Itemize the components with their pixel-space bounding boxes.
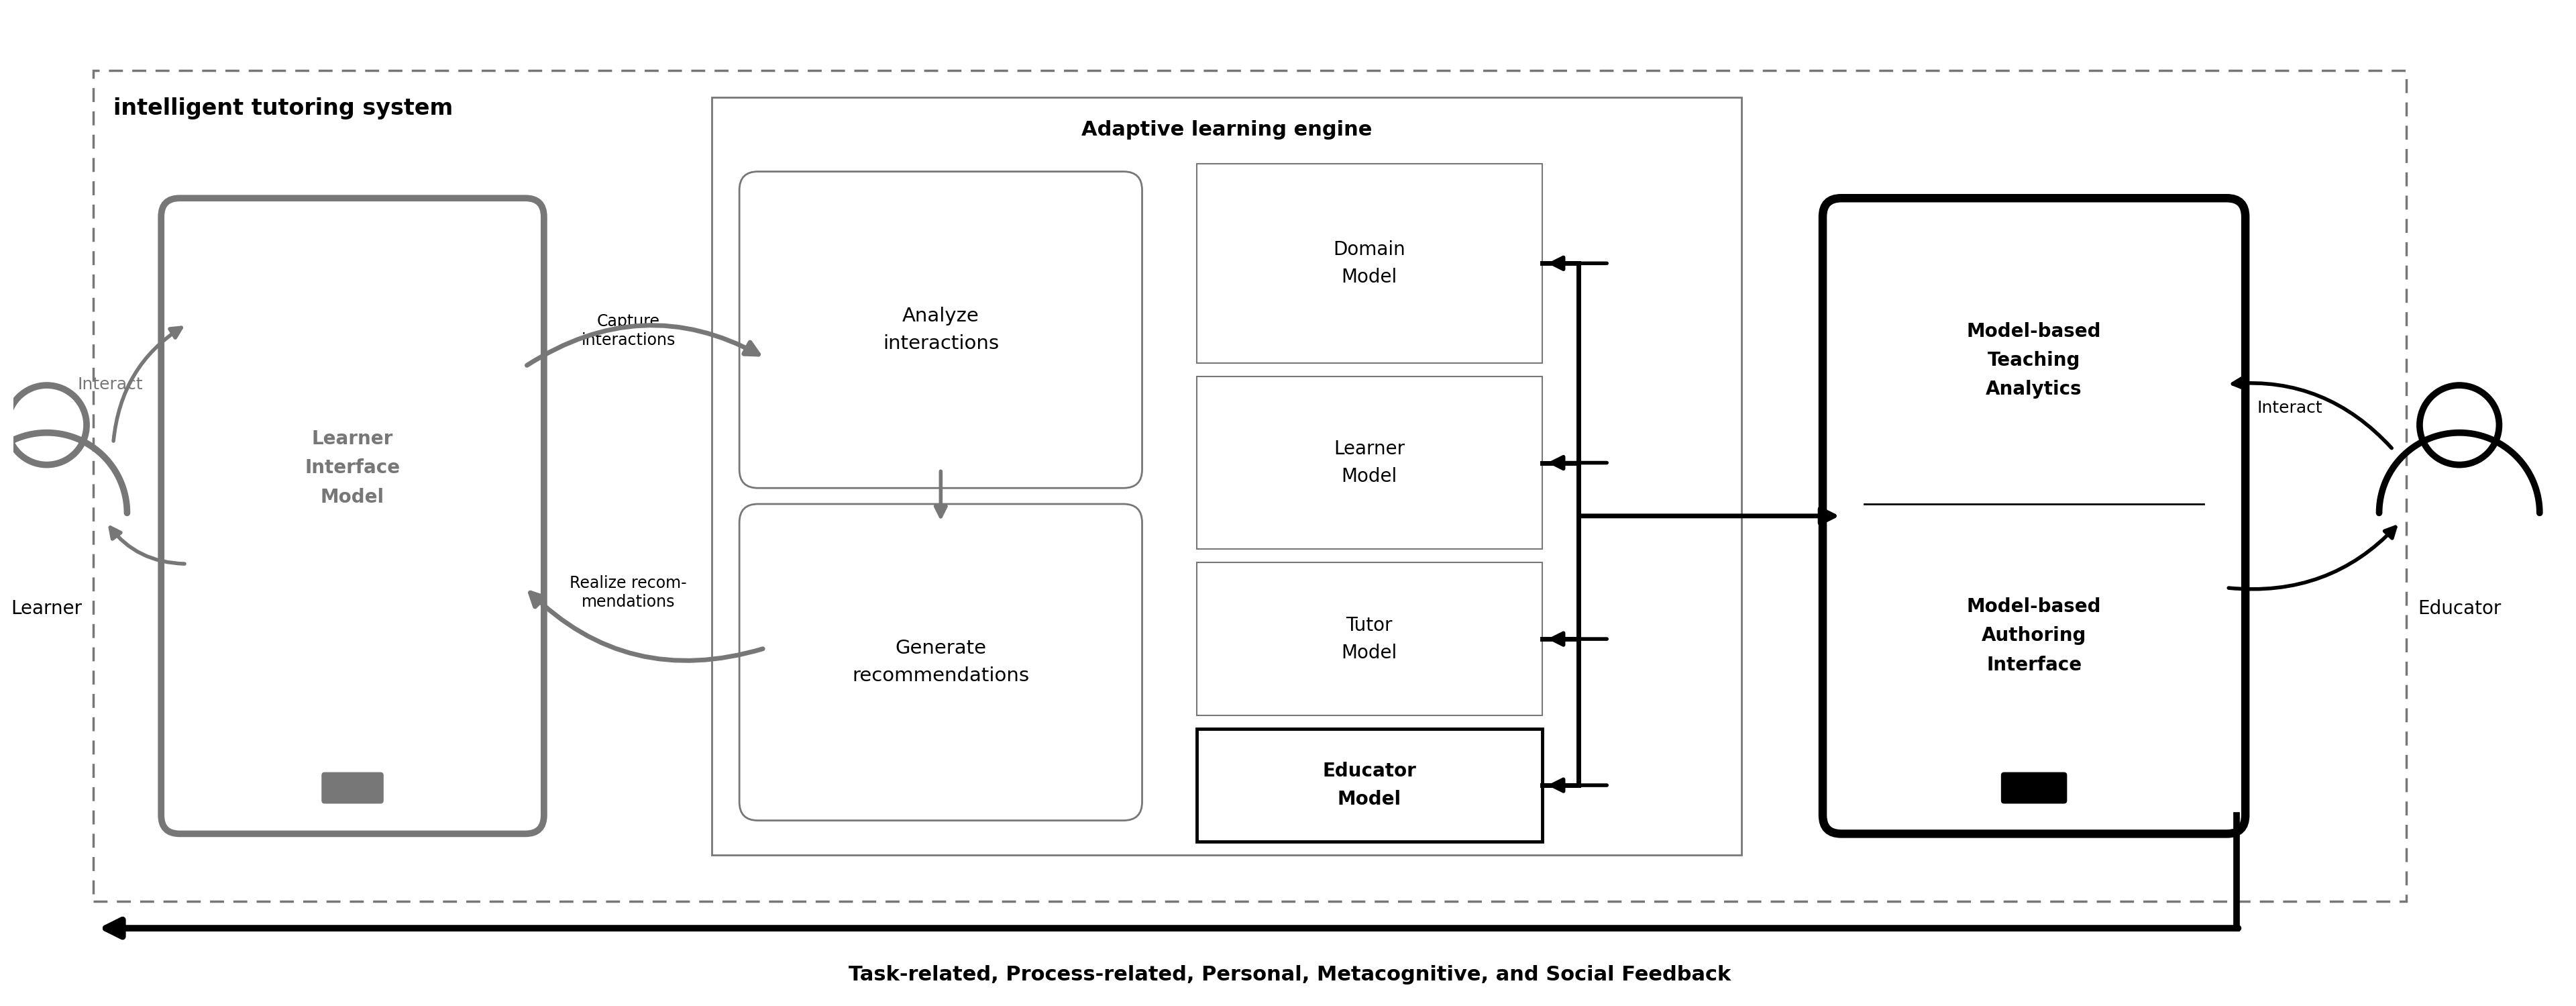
FancyBboxPatch shape	[1198, 164, 1543, 363]
Text: Adaptive learning engine: Adaptive learning engine	[1082, 121, 1373, 140]
Text: Educator: Educator	[2419, 600, 2501, 618]
Text: Model-based
Authoring
Interface: Model-based Authoring Interface	[1968, 598, 2102, 674]
Text: Model-based
Teaching
Analytics: Model-based Teaching Analytics	[1968, 322, 2102, 399]
Text: Learner: Learner	[10, 600, 82, 618]
Text: Capture
interactions: Capture interactions	[582, 314, 675, 348]
Text: Realize recom-
mendations: Realize recom- mendations	[569, 575, 688, 610]
Text: Domain
Model: Domain Model	[1334, 240, 1406, 287]
Text: Interact: Interact	[2257, 400, 2321, 416]
Text: Learner
Model: Learner Model	[1334, 440, 1404, 486]
Text: Interact: Interact	[77, 376, 144, 392]
FancyBboxPatch shape	[1198, 562, 1543, 715]
FancyBboxPatch shape	[1198, 728, 1543, 842]
Text: intelligent tutoring system: intelligent tutoring system	[113, 98, 453, 120]
Text: Task-related, Process-related, Personal, Metacognitive, and Social Feedback: Task-related, Process-related, Personal,…	[848, 965, 1731, 985]
FancyBboxPatch shape	[1198, 376, 1543, 549]
Text: Generate
recommendations: Generate recommendations	[853, 639, 1030, 685]
Text: Educator
Model: Educator Model	[1321, 762, 1417, 809]
FancyBboxPatch shape	[2002, 773, 2066, 803]
FancyBboxPatch shape	[1824, 198, 2246, 834]
Text: Analyze
interactions: Analyze interactions	[884, 307, 999, 353]
FancyBboxPatch shape	[739, 504, 1141, 821]
Text: Learner
Interface
Model: Learner Interface Model	[304, 430, 399, 507]
FancyBboxPatch shape	[739, 172, 1141, 488]
FancyBboxPatch shape	[162, 198, 544, 834]
FancyBboxPatch shape	[322, 773, 384, 803]
Text: Tutor
Model: Tutor Model	[1342, 616, 1396, 662]
